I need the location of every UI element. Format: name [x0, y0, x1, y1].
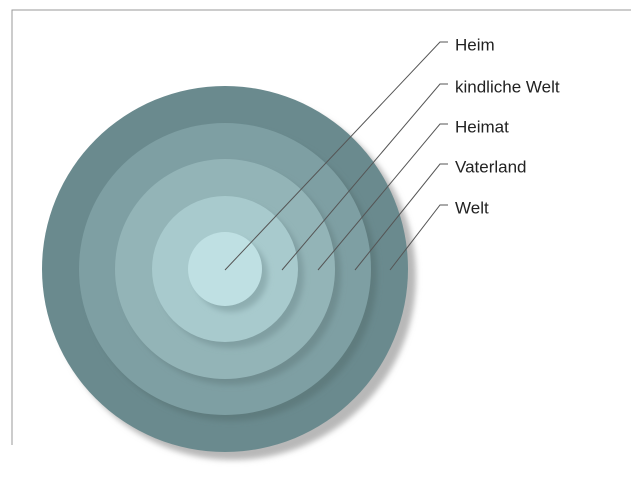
leader-line: [317, 123, 448, 271]
frame: [11, 9, 631, 445]
leader-line: [224, 41, 448, 271]
label: kindliche Welt: [455, 77, 560, 96]
label: Heim: [455, 35, 495, 54]
rings: [42, 86, 416, 460]
leader-lines: [224, 41, 448, 271]
label: Heimat: [455, 117, 509, 136]
leader-line: [354, 163, 448, 271]
leader-line: [389, 204, 448, 271]
labels: Heim kindliche Welt Heimat Vaterland Wel…: [455, 35, 560, 217]
label: Welt: [455, 198, 489, 217]
label: Vaterland: [455, 157, 527, 176]
leader-line: [281, 83, 448, 271]
